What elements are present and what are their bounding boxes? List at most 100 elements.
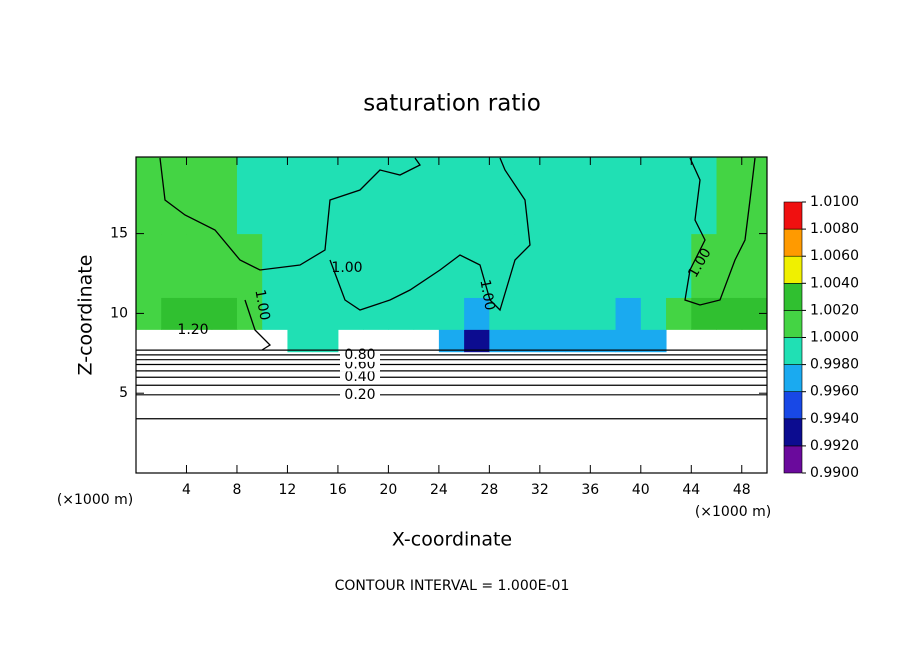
field-cell	[539, 329, 566, 353]
x-tick-label: 12	[279, 482, 297, 498]
contour-label: 0.80	[344, 347, 375, 363]
field-cell	[236, 157, 263, 235]
colorbar-label: 0.9960	[810, 384, 859, 400]
colorbar-label: 1.0040	[810, 275, 859, 291]
x-tick-label: 48	[733, 482, 751, 498]
field-cell	[438, 157, 465, 235]
x-tick-label: 28	[480, 482, 498, 498]
field-cell	[565, 233, 591, 298]
field-cell	[236, 233, 263, 298]
x-tick-label: 32	[531, 482, 549, 498]
field-cell	[186, 157, 213, 235]
contour-label: 0.20	[344, 387, 375, 403]
colorbar-band	[783, 310, 803, 338]
field-cell	[539, 233, 566, 298]
plot-frame	[135, 156, 768, 474]
footer: CONTOUR INTERVAL = 1.000E-01	[335, 578, 570, 594]
field-cell	[666, 297, 692, 330]
field-cell	[363, 297, 389, 330]
y-tick-label: 15	[110, 226, 128, 242]
field-cell	[489, 329, 516, 353]
contour-line	[329, 157, 531, 312]
colorbar-band	[783, 391, 803, 420]
colorbar-band	[783, 445, 803, 474]
x-unit-label: (×1000 m)	[695, 504, 771, 520]
field-cell	[438, 297, 465, 330]
colorbar-band	[783, 364, 803, 393]
field-cell	[615, 233, 642, 298]
axes: 4 8 12 16 20 24 28 32 36 40 44 48510150.99000.99200…	[110, 156, 859, 498]
field-cell	[211, 297, 238, 330]
field-cell	[640, 157, 667, 235]
field-cell	[186, 233, 213, 298]
y-tick-label: 5	[119, 385, 128, 401]
field-cell	[136, 157, 162, 235]
field-cell	[514, 297, 541, 330]
colorbar-label: 0.9900	[810, 465, 859, 481]
field-cell	[716, 233, 743, 298]
field-cell	[666, 233, 692, 298]
x-tick-label: 20	[379, 482, 397, 498]
field-cell	[312, 329, 339, 353]
field-cell	[413, 157, 440, 235]
field-cell	[716, 157, 743, 235]
field-cell	[590, 233, 617, 298]
field-cell	[363, 233, 389, 298]
field-cell	[312, 157, 339, 235]
contour-label: 1.00	[251, 288, 272, 321]
colorbar-label: 0.9940	[810, 411, 859, 427]
x-tick-label: 8	[232, 482, 241, 498]
x-tick-label: 24	[430, 482, 448, 498]
x-tick-label: 16	[329, 482, 347, 498]
field-cell	[161, 233, 187, 298]
field-cell	[161, 297, 187, 330]
x-axis-label: X-coordinate	[392, 529, 512, 551]
field-cell	[438, 329, 465, 353]
field-cell	[186, 297, 213, 330]
colorbar-label: 1.0080	[810, 221, 859, 237]
x-tick-label: 4	[182, 482, 191, 498]
field-cell	[388, 297, 415, 330]
field-cell	[337, 297, 364, 330]
contour-line	[684, 157, 756, 306]
field-cell	[464, 329, 490, 353]
field-cell	[211, 233, 238, 298]
x-tick-label: 40	[632, 482, 650, 498]
chart-title: saturation ratio	[363, 91, 541, 117]
y-tick-label: 10	[110, 305, 128, 321]
field-cell	[716, 297, 743, 330]
contour-label: 1.00	[331, 260, 362, 276]
field-cell	[262, 157, 288, 235]
colorbar-label: 1.0000	[810, 330, 859, 346]
field-cell	[666, 157, 692, 235]
field-cell	[211, 157, 238, 235]
contour-label-bg	[340, 370, 380, 385]
colorbar-label: 0.9920	[810, 438, 859, 454]
colorbar-band	[783, 255, 803, 284]
field-cell	[262, 233, 288, 298]
field-cell	[438, 233, 465, 298]
field-cell	[640, 329, 667, 353]
field-cell	[287, 297, 314, 330]
field-cell	[640, 233, 667, 298]
contour-label: 1.00	[476, 278, 497, 311]
x-tick-label: 44	[682, 482, 700, 498]
field-cell	[136, 233, 162, 298]
field-cell	[741, 233, 768, 298]
field-cell	[539, 297, 566, 330]
field-cell	[565, 297, 591, 330]
field-cell	[312, 297, 339, 330]
field-cell	[388, 233, 415, 298]
field-cell	[691, 233, 718, 298]
field-cell	[464, 157, 490, 235]
colorbar-band	[783, 337, 803, 365]
colorbar-band	[783, 201, 803, 230]
field-cell	[615, 329, 642, 353]
colorbar-band	[783, 418, 803, 447]
field-cell	[262, 297, 288, 330]
field-cell	[640, 297, 667, 330]
colorbar-band	[783, 282, 803, 311]
field-cell	[337, 233, 364, 298]
